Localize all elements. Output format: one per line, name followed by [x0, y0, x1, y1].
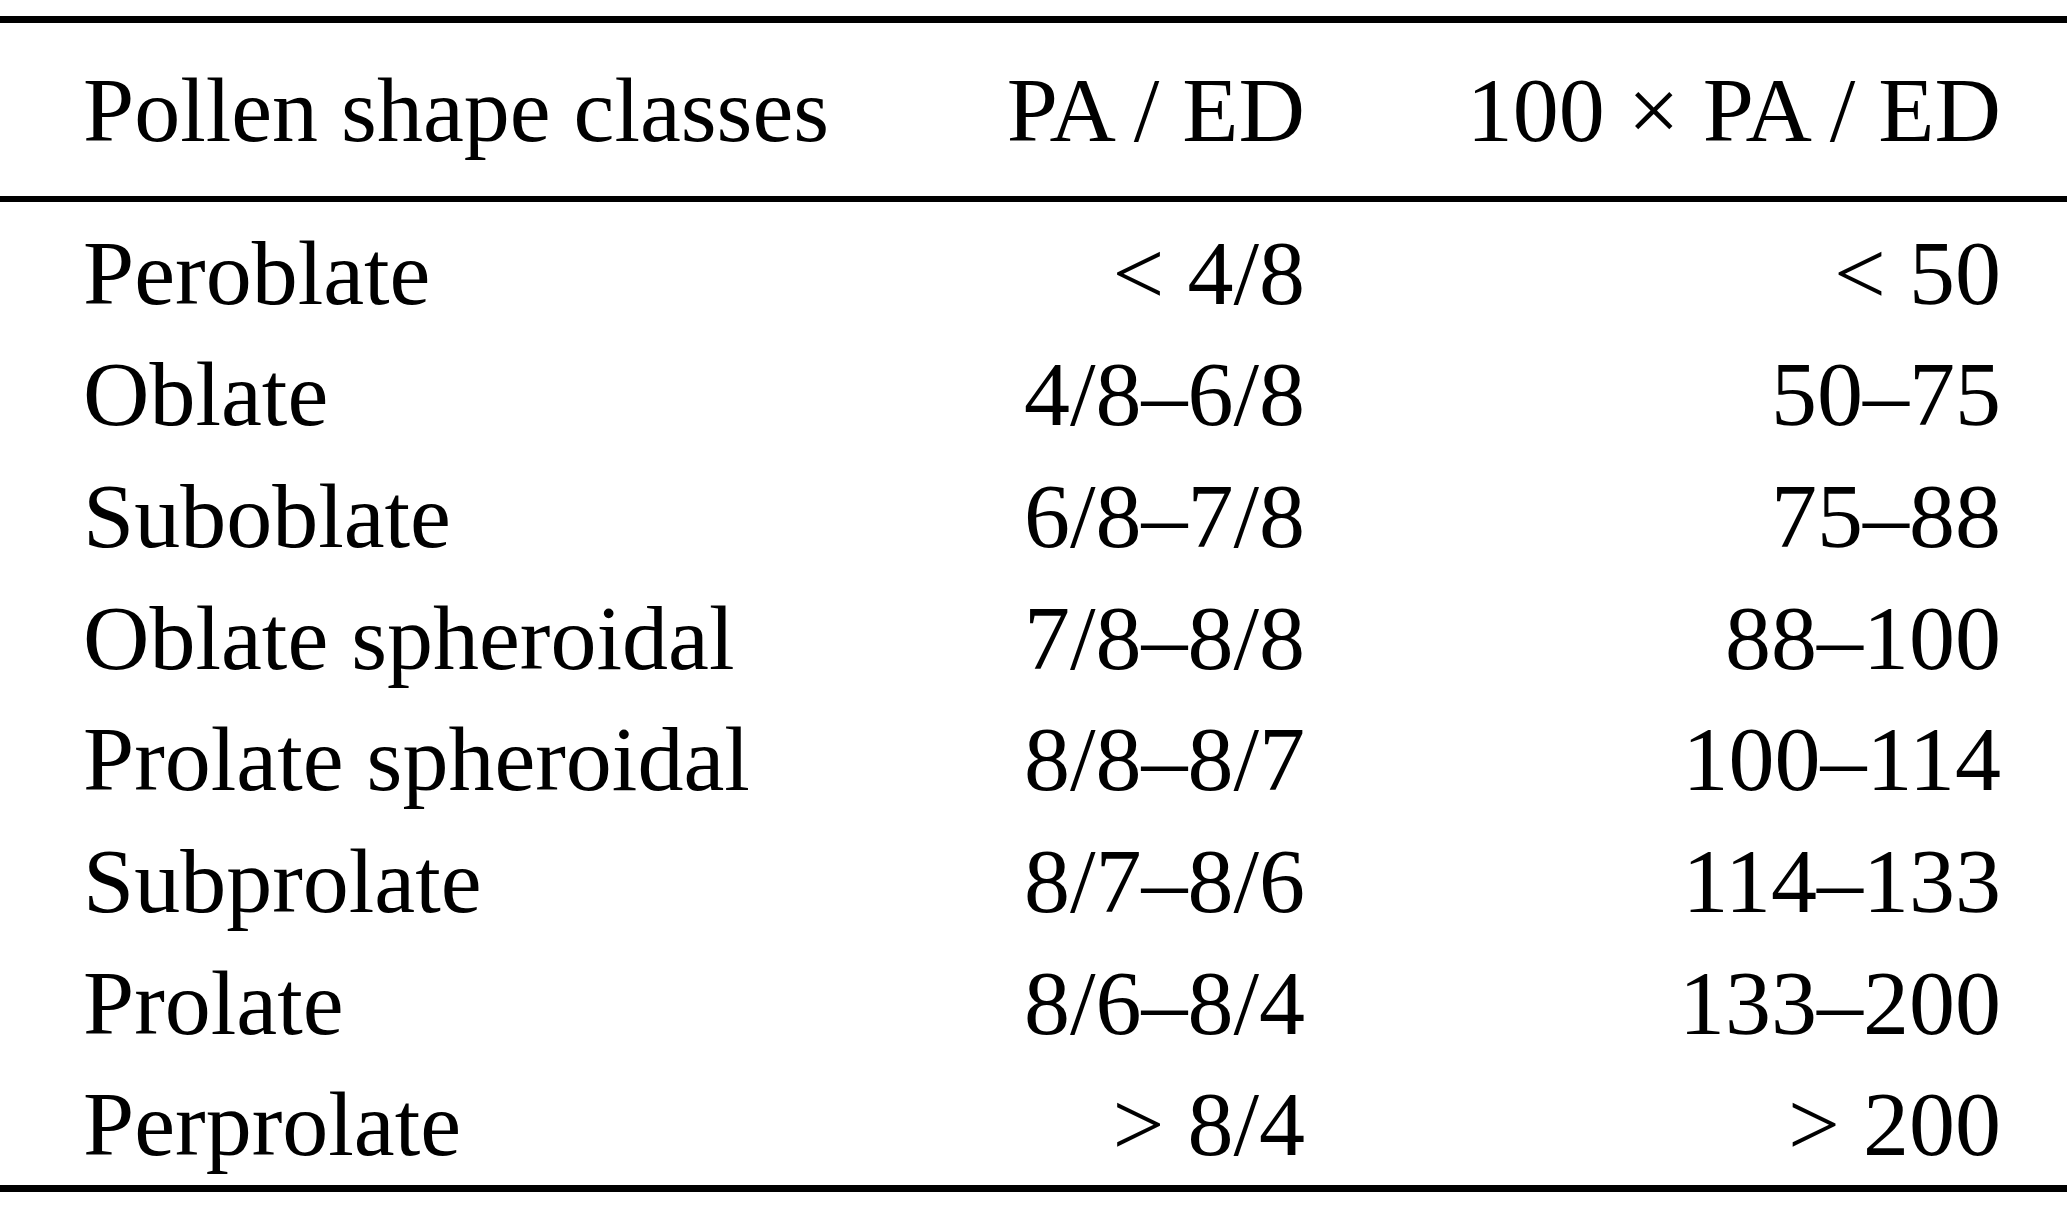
shape-class-cell: Prolate: [83, 950, 903, 1056]
pa-ed-cell: > 8/4: [903, 1071, 1305, 1177]
table-row: Subprolate8/7–8/6114–133: [0, 820, 2067, 942]
ratio-100-cell: 114–133: [1305, 828, 2001, 934]
shape-class-cell: Peroblate: [83, 220, 903, 326]
column-header-pa-ed: PA / ED: [903, 57, 1305, 163]
pa-ed-cell: 8/7–8/6: [903, 828, 1305, 934]
shape-class-cell: Suboblate: [83, 463, 903, 569]
table-body: Peroblate< 4/8< 50Oblate4/8–6/850–75Subo…: [0, 202, 2067, 1185]
shape-class-cell: Prolate spheroidal: [83, 706, 903, 812]
ratio-100-cell: 100–114: [1305, 706, 2001, 812]
table-row: Prolate8/6–8/4133–200: [0, 942, 2067, 1064]
pa-ed-cell: 7/8–8/8: [903, 585, 1305, 691]
pa-ed-cell: 8/8–8/7: [903, 706, 1305, 812]
table-bottom-rule: [0, 1185, 2067, 1192]
table-row: Prolate spheroidal8/8–8/7100–114: [0, 699, 2067, 821]
table-row: Perprolate> 8/4> 200: [0, 1063, 2067, 1185]
shape-class-cell: Subprolate: [83, 828, 903, 934]
pa-ed-cell: 4/8–6/8: [903, 341, 1305, 447]
pa-ed-cell: 6/8–7/8: [903, 463, 1305, 569]
shape-class-cell: Oblate: [83, 341, 903, 447]
pollen-shape-classes-table: Pollen shape classes PA / ED 100 × PA / …: [0, 0, 2067, 1208]
table-top-rule: [0, 16, 2067, 23]
pa-ed-cell: 8/6–8/4: [903, 950, 1305, 1056]
ratio-100-cell: 75–88: [1305, 463, 2001, 569]
table-row: Suboblate6/8–7/875–88: [0, 455, 2067, 577]
column-header-100-x-pa-ed: 100 × PA / ED: [1305, 57, 2001, 163]
ratio-100-cell: 88–100: [1305, 585, 2001, 691]
pa-ed-cell: < 4/8: [903, 220, 1305, 326]
table-header-row: Pollen shape classes PA / ED 100 × PA / …: [0, 23, 2067, 196]
shape-class-cell: Perprolate: [83, 1071, 903, 1177]
ratio-100-cell: < 50: [1305, 220, 2001, 326]
table-row: Oblate4/8–6/850–75: [0, 334, 2067, 456]
ratio-100-cell: 50–75: [1305, 341, 2001, 447]
shape-class-cell: Oblate spheroidal: [83, 585, 903, 691]
column-header-pollen-shape-classes: Pollen shape classes: [83, 57, 903, 163]
table-row: Peroblate< 4/8< 50: [0, 212, 2067, 334]
ratio-100-cell: > 200: [1305, 1071, 2001, 1177]
ratio-100-cell: 133–200: [1305, 950, 2001, 1056]
table-row: Oblate spheroidal7/8–8/888–100: [0, 577, 2067, 699]
